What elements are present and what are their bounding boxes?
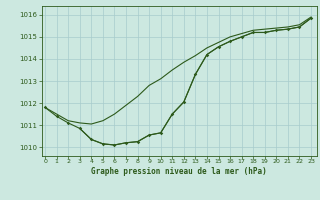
X-axis label: Graphe pression niveau de la mer (hPa): Graphe pression niveau de la mer (hPa) [91, 167, 267, 176]
